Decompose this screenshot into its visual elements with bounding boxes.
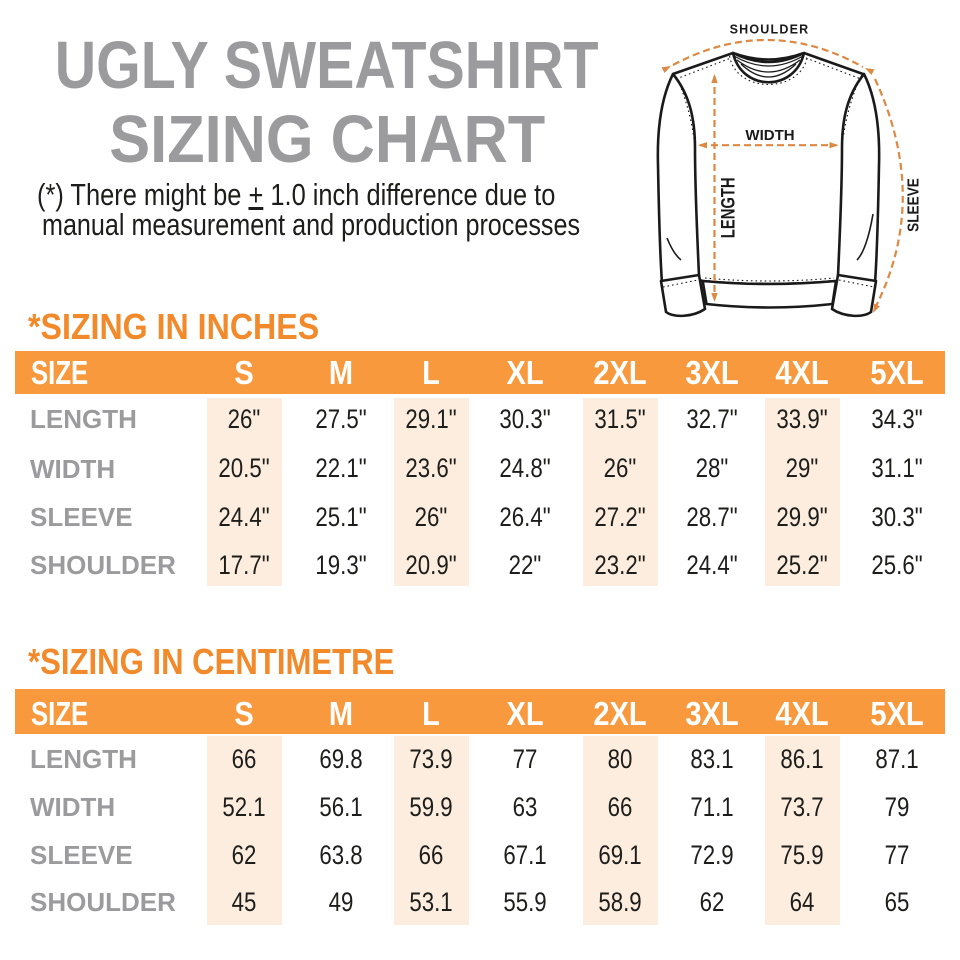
svg-text:WIDTH: WIDTH (745, 127, 794, 144)
svg-text:LENGTH: LENGTH (718, 177, 739, 238)
svg-text:SHOULDER: SHOULDER (730, 22, 810, 36)
svg-text:SLEEVE: SLEEVE (906, 178, 923, 232)
